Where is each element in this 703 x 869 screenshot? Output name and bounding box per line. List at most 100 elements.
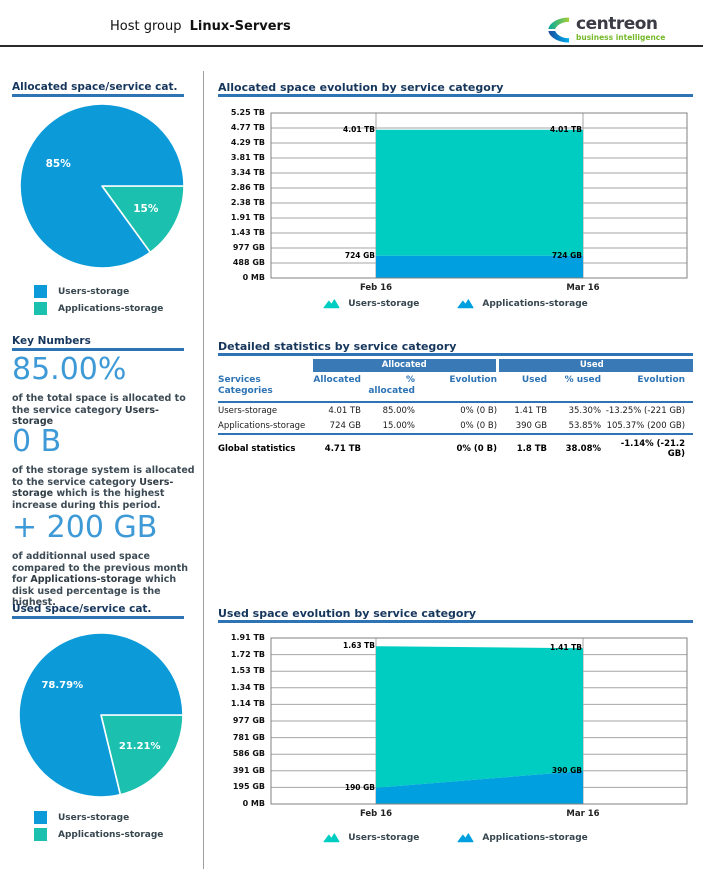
legend-label: Users-storage	[58, 812, 130, 823]
legend-label: Users-storage	[58, 286, 130, 297]
key-number-value: 85.00%	[12, 352, 127, 387]
table-footer-cell: 1.8 TB	[516, 444, 548, 454]
y-axis-tick: 195 GB	[232, 782, 265, 792]
key-number-allocation-increase: 0 B of the storage system is allocated t…	[12, 424, 198, 511]
key-number-value: + 200 GB	[12, 510, 158, 545]
y-axis-tick: 4.77 TB	[230, 123, 265, 132]
area-plot	[270, 637, 688, 805]
legend-item: Users-storage	[34, 809, 194, 826]
detailed-statistics-table: Allocated Used Services Categories Allocate…	[218, 359, 694, 463]
legend-swatch-users-storage	[34, 285, 47, 298]
value-label: 190 GB	[344, 782, 375, 792]
table-footer-cell	[361, 434, 415, 463]
value-label: 724 GB	[344, 250, 375, 260]
key-number-text: of the storage system is allocated to th…	[12, 465, 195, 511]
column-divider	[203, 71, 204, 869]
table-column-header: Services Categories	[218, 372, 313, 403]
legend-label: Applications-storage	[58, 303, 164, 314]
table-footer-cell: 4.71 TB	[324, 444, 361, 454]
table-cell: 15.00%	[361, 418, 415, 435]
area-icon-applications-storage	[457, 833, 474, 843]
y-axis-tick: 2.86 TB	[230, 183, 265, 192]
legend-item: Applications-storage	[457, 298, 588, 309]
x-axis-tick: Feb 16	[359, 809, 393, 819]
table-group-header: Allocated	[313, 359, 498, 372]
legend-item: Applications-storage	[34, 826, 194, 843]
centreon-logo: centreon business intelligence	[546, 16, 665, 44]
pie-slice-applications-storage	[100, 714, 184, 796]
key-number-allocated-pct: 85.00% of the total space is allocated t…	[12, 352, 198, 428]
section-rule	[12, 347, 184, 351]
y-axis-tick: 1.14 TB	[230, 699, 265, 709]
table-column-header: Used	[497, 372, 548, 403]
centreon-logo-icon	[548, 17, 570, 43]
table-cell: 0% (0 B)	[415, 418, 498, 435]
y-axis-tick: 977 GB	[232, 716, 265, 725]
table-cell: 35.30%	[568, 405, 602, 416]
legend-item: Users-storage	[323, 298, 419, 309]
table-cell: Applications-storage	[218, 418, 313, 435]
table-footer-cell: -1.14% (-21.2 GB)	[620, 439, 686, 459]
y-axis-tick: 1.43 TB	[230, 228, 265, 237]
table-row: Applications-storage 724 GB 15.00% 0% (0 B)…	[218, 418, 694, 435]
y-axis-tick: 488 GB	[232, 258, 265, 267]
page-title: Host group Linux-Servers	[110, 19, 291, 34]
used-pie-legend: Users-storage Applications-storage	[34, 809, 194, 843]
y-axis-tick: 0 MB	[242, 799, 265, 808]
value-label: 724 GB	[551, 250, 582, 260]
section-title-allocated-evolution: Allocated space evolution by service cat…	[218, 81, 504, 94]
table-cell: Users-storage	[218, 405, 278, 416]
used-evolution-chart: Users-storage Applications-storage 1.91 …	[218, 628, 693, 850]
key-number-used-increase: + 200 GB of additionnal used space compa…	[12, 510, 198, 609]
table-column-header: % used	[547, 372, 602, 403]
value-label: 4.01 TB	[550, 124, 582, 134]
allocated-pie-chart: 15% 85%	[19, 103, 185, 269]
legend-item: Applications-storage	[457, 832, 588, 843]
y-axis-tick: 4.29 TB	[230, 138, 265, 147]
legend-label: Users-storage	[348, 832, 420, 843]
area-series-users-storage	[376, 646, 583, 788]
y-axis-tick: 2.38 TB	[230, 198, 265, 207]
section-title-detailed-statistics: Detailed statistics by service category	[218, 340, 457, 353]
value-label: 4.01 TB	[343, 124, 375, 134]
legend-label: Applications-storage	[58, 829, 164, 840]
key-number-value: 0 B	[12, 424, 62, 459]
section-rule	[12, 93, 184, 97]
header-rule	[0, 45, 703, 47]
area-series-users-storage	[376, 129, 583, 256]
table-footer-cell: 0% (0 B)	[456, 444, 498, 454]
legend-item: Users-storage	[34, 283, 194, 300]
x-axis-tick: Mar 16	[566, 809, 600, 819]
table-group-header: Used	[495, 359, 694, 372]
pie-slice-label: 85%	[46, 158, 72, 170]
pie-slice-users-storage	[19, 103, 185, 269]
area-icon-users-storage	[323, 833, 340, 843]
chart-legend: Users-storage Applications-storage	[218, 298, 693, 309]
area-icon-users-storage	[323, 299, 340, 309]
table-footer-cell: 38.08%	[565, 444, 602, 454]
value-label: 1.41 TB	[550, 643, 582, 653]
logo-tagline-text: business intelligence	[576, 33, 666, 42]
page-title-prefix: Host group	[110, 19, 182, 34]
x-axis-tick: Feb 16	[359, 283, 393, 293]
section-rule	[12, 615, 184, 619]
y-axis-tick: 1.34 TB	[230, 682, 265, 692]
table-cell: 4.01 TB	[328, 405, 361, 416]
value-label: 1.63 TB	[343, 641, 375, 651]
y-axis-tick: 586 GB	[232, 749, 265, 759]
pie-slice-label: 21.21%	[119, 741, 161, 752]
key-number-text: of additionnal used space compared to th…	[12, 551, 189, 608]
section-title-key-numbers: Key Numbers	[12, 335, 91, 347]
logo-brand-text: centreon	[576, 14, 658, 34]
section-rule	[218, 619, 693, 623]
pie-slice-users-storage	[18, 632, 184, 798]
y-axis-tick: 391 GB	[232, 765, 265, 775]
table-row: Users-storage 4.01 TB 85.00% 0% (0 B) 1.41 T…	[218, 402, 693, 418]
table-cell: -13.25% (-221 GB)	[605, 405, 686, 416]
y-axis-tick: 1.91 TB	[230, 213, 265, 222]
y-axis-tick: 977 GB	[232, 243, 265, 252]
legend-swatch-applications-storage	[34, 828, 47, 841]
allocated-evolution-chart: Users-storage Applications-storage 5.25 …	[218, 102, 693, 317]
value-label: 390 GB	[551, 765, 582, 775]
